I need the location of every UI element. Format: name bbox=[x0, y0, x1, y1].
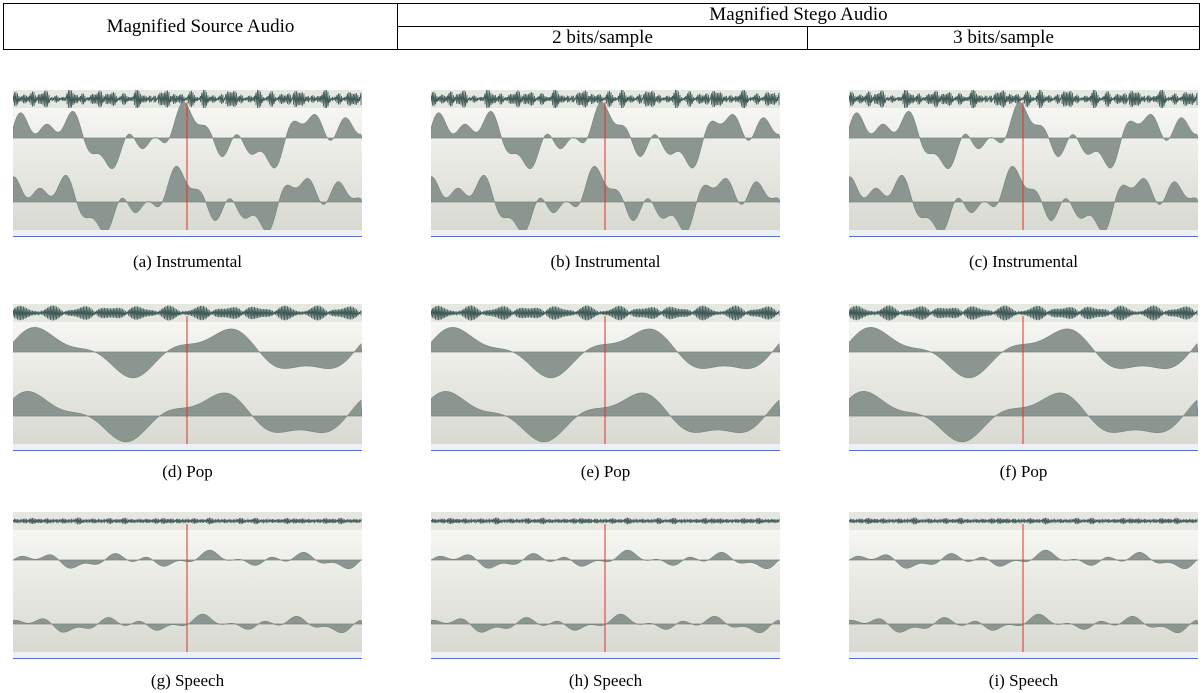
ruler bbox=[13, 652, 362, 658]
waveform-panel bbox=[13, 90, 362, 237]
ruler bbox=[431, 230, 780, 236]
waveform-panel bbox=[431, 512, 780, 659]
caption: (a) Instrumental bbox=[13, 252, 362, 272]
ruler bbox=[13, 444, 362, 450]
rate-header: 3 bits/sample bbox=[808, 27, 1200, 50]
ruler bbox=[849, 652, 1198, 658]
waveform-panel bbox=[431, 304, 780, 451]
caption: (e) Pop bbox=[431, 462, 780, 482]
caption: (g) Speech bbox=[13, 671, 362, 691]
waveform-panel bbox=[13, 304, 362, 451]
page: Magnified Source Audio Magnified Stego A… bbox=[0, 0, 1203, 693]
waveform-panel bbox=[849, 512, 1198, 659]
caption: (i) Speech bbox=[849, 671, 1198, 691]
caption: (b) Instrumental bbox=[431, 252, 780, 272]
ruler bbox=[13, 230, 362, 236]
caption: (h) Speech bbox=[431, 671, 780, 691]
ruler bbox=[431, 652, 780, 658]
waveform-panel bbox=[431, 90, 780, 237]
rate-header: 2 bits/sample bbox=[398, 27, 808, 50]
caption: (f) Pop bbox=[849, 462, 1198, 482]
waveform-panel bbox=[13, 512, 362, 659]
waveform-panel bbox=[849, 304, 1198, 451]
source-header: Magnified Source Audio bbox=[4, 4, 398, 50]
ruler bbox=[849, 230, 1198, 236]
waveform-panel bbox=[849, 90, 1198, 237]
caption: (d) Pop bbox=[13, 462, 362, 482]
header-table: Magnified Source Audio Magnified Stego A… bbox=[3, 3, 1200, 50]
stego-header: Magnified Stego Audio bbox=[398, 4, 1200, 27]
caption: (c) Instrumental bbox=[849, 252, 1198, 272]
ruler bbox=[431, 444, 780, 450]
ruler bbox=[849, 444, 1198, 450]
